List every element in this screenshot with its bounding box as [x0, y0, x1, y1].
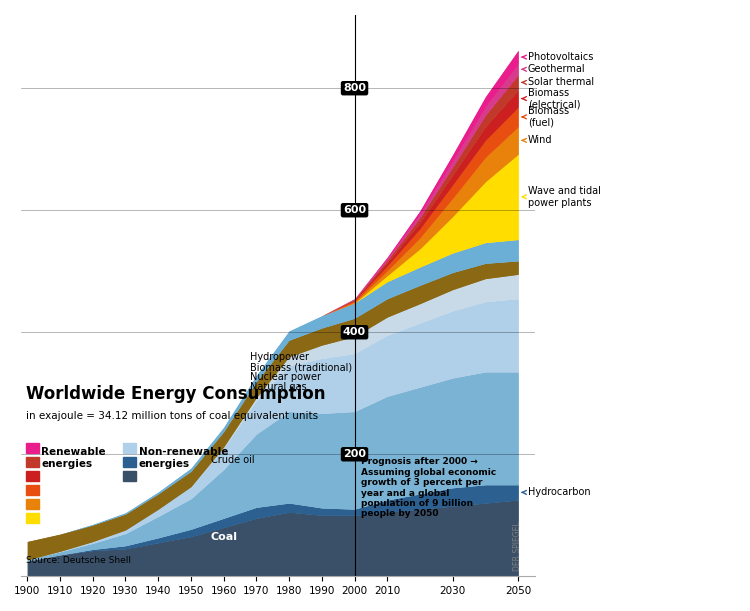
Text: Wind: Wind — [522, 136, 553, 145]
Text: Wave and tidal
power plants: Wave and tidal power plants — [522, 186, 601, 208]
FancyBboxPatch shape — [124, 443, 136, 453]
Text: Coal: Coal — [211, 532, 238, 542]
FancyBboxPatch shape — [26, 470, 39, 481]
FancyBboxPatch shape — [124, 457, 136, 467]
Text: Nuclear power: Nuclear power — [250, 372, 321, 382]
FancyBboxPatch shape — [26, 513, 39, 523]
Text: Non-renewable
energies: Non-renewable energies — [139, 447, 228, 469]
Text: 600: 600 — [343, 205, 366, 215]
Text: Geothermal: Geothermal — [522, 64, 586, 75]
Text: in exajoule = 34.12 million tons of coal equivalent units: in exajoule = 34.12 million tons of coal… — [26, 411, 318, 421]
Text: 400: 400 — [343, 327, 366, 337]
FancyBboxPatch shape — [26, 485, 39, 495]
Text: Crude oil: Crude oil — [211, 455, 254, 466]
Text: Hydrocarbon: Hydrocarbon — [522, 488, 590, 497]
Text: 800: 800 — [343, 83, 366, 93]
Text: Photovoltaics: Photovoltaics — [522, 52, 593, 62]
Text: Hydropower: Hydropower — [250, 352, 309, 362]
Text: Natural gas: Natural gas — [250, 382, 307, 392]
Text: 200: 200 — [343, 449, 366, 459]
Text: Renewable
energies: Renewable energies — [41, 447, 106, 469]
FancyBboxPatch shape — [26, 443, 39, 453]
FancyBboxPatch shape — [26, 499, 39, 509]
Text: Biomass
(fuel): Biomass (fuel) — [522, 106, 569, 128]
FancyBboxPatch shape — [124, 470, 136, 481]
FancyBboxPatch shape — [26, 457, 39, 467]
Text: Solar thermal: Solar thermal — [522, 78, 594, 87]
Text: Worldwide Energy Consumption: Worldwide Energy Consumption — [26, 386, 326, 403]
Text: Biomass
(electrical): Biomass (electrical) — [522, 88, 580, 109]
Text: DER SPIEGEL: DER SPIEGEL — [513, 521, 522, 571]
Text: Prognosis after 2000 →
Assuming global economic
growth of 3 percent per
year and: Prognosis after 2000 → Assuming global e… — [361, 457, 496, 518]
Text: Source: Deutsche Shell: Source: Deutsche Shell — [26, 556, 130, 565]
Text: Biomass (traditional): Biomass (traditional) — [250, 362, 352, 372]
